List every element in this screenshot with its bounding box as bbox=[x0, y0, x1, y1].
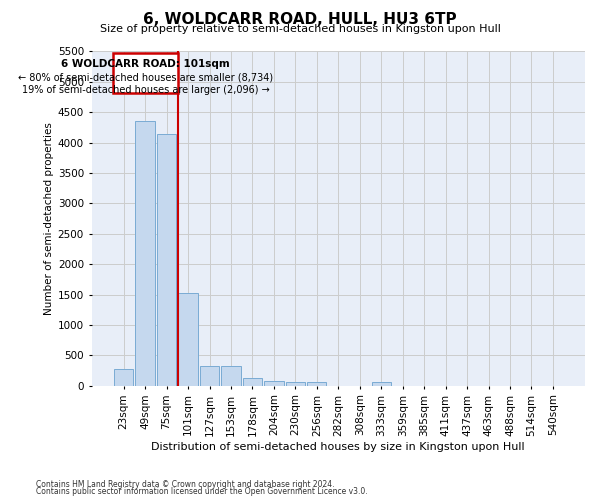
X-axis label: Distribution of semi-detached houses by size in Kingston upon Hull: Distribution of semi-detached houses by … bbox=[151, 442, 525, 452]
Bar bbox=[264, 381, 284, 386]
Bar bbox=[113, 54, 178, 94]
Text: 6 WOLDCARR ROAD: 101sqm: 6 WOLDCARR ROAD: 101sqm bbox=[61, 60, 230, 70]
Text: 6, WOLDCARR ROAD, HULL, HU3 6TP: 6, WOLDCARR ROAD, HULL, HU3 6TP bbox=[143, 12, 457, 26]
Text: Contains HM Land Registry data © Crown copyright and database right 2024.: Contains HM Land Registry data © Crown c… bbox=[36, 480, 335, 489]
Bar bbox=[307, 382, 326, 386]
Text: Size of property relative to semi-detached houses in Kingston upon Hull: Size of property relative to semi-detach… bbox=[100, 24, 500, 34]
Bar bbox=[114, 370, 133, 386]
Bar bbox=[286, 382, 305, 386]
Text: Contains public sector information licensed under the Open Government Licence v3: Contains public sector information licen… bbox=[36, 488, 368, 496]
Bar bbox=[178, 293, 198, 386]
Text: 19% of semi-detached houses are larger (2,096) →: 19% of semi-detached houses are larger (… bbox=[22, 84, 269, 94]
Y-axis label: Number of semi-detached properties: Number of semi-detached properties bbox=[44, 122, 53, 315]
Text: ← 80% of semi-detached houses are smaller (8,734): ← 80% of semi-detached houses are smalle… bbox=[18, 72, 273, 83]
Bar bbox=[136, 122, 155, 386]
Bar bbox=[221, 366, 241, 386]
Bar bbox=[243, 378, 262, 386]
Bar bbox=[371, 382, 391, 386]
Bar bbox=[200, 366, 219, 386]
Bar bbox=[157, 134, 176, 386]
